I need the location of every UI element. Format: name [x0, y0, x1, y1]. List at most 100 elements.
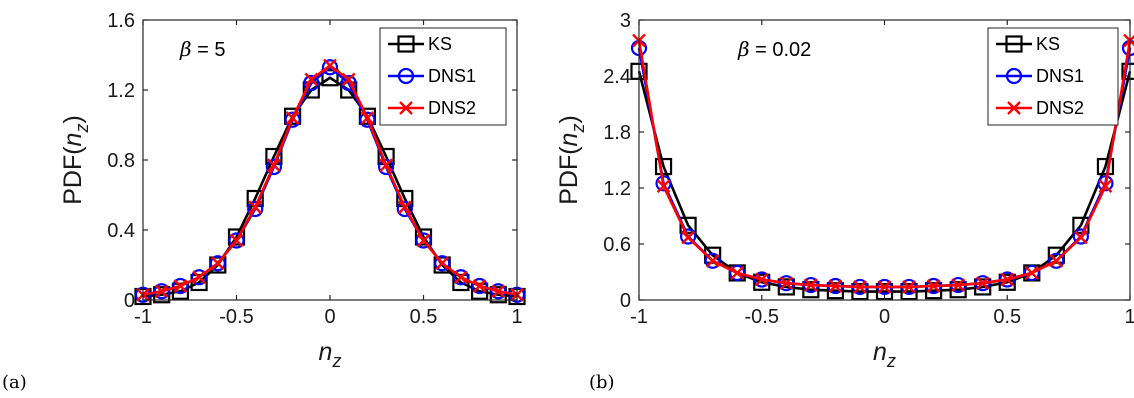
data-point-dns2: [416, 233, 431, 248]
data-point-dns1: [655, 175, 672, 192]
data-point-dns2: [210, 256, 225, 271]
y-tick-label: 2.4: [603, 66, 631, 88]
data-point-dns1: [340, 74, 357, 92]
x-tick-label: -0.5: [745, 306, 779, 328]
data-point-dns2: [285, 111, 300, 125]
legend-marker-dns2: [1007, 101, 1021, 115]
data-point-dns1: [228, 232, 245, 249]
legend: KS DNS1 DNS2: [379, 27, 507, 126]
data-point-dns1: [729, 264, 746, 282]
data-point-dns2: [1074, 230, 1088, 245]
legend-marker-ks: [397, 35, 415, 53]
data-point-dns1: [191, 269, 208, 286]
data-point-ks: [489, 286, 507, 304]
data-point-dns2: [454, 270, 468, 285]
chart-panel-1: -1 -0.5 0 0.5 1 0 0.4 0.8 1.2 1.6 nz PDF(nz) β = 5 KS…: [2, 10, 526, 393]
data-point-ks: [227, 228, 246, 246]
legend: KS DNS1 DNS2: [987, 27, 1119, 126]
data-point-ks: [1072, 216, 1090, 234]
y-tick-label: 0: [620, 290, 631, 312]
beta-annotation: β = 5: [179, 37, 225, 61]
data-point-ks: [777, 278, 795, 296]
beta-annotation: β = 0.02: [737, 37, 811, 61]
data-point-dns1: [359, 111, 376, 128]
data-point-dns2: [154, 284, 169, 299]
data-point-ks: [452, 273, 470, 292]
data-point-ks: [358, 107, 376, 125]
data-point-ks: [924, 282, 943, 300]
data-point-dns2: [397, 200, 412, 215]
y-axis-label: PDF(nz): [555, 115, 588, 205]
data-point-dns2: [656, 179, 671, 193]
data-point-dns2: [360, 111, 375, 125]
y-axis-label: PDF(nz): [59, 115, 92, 205]
data-point-dns2: [779, 276, 794, 291]
x-tick-label: 0: [879, 306, 890, 328]
data-point-dns2: [267, 158, 281, 173]
data-point-ks: [471, 282, 489, 300]
legend-label-ks: KS: [428, 34, 452, 54]
data-point-dns2: [975, 276, 990, 291]
data-point-dns2: [754, 272, 769, 287]
data-point-dns2: [192, 270, 206, 285]
data-point-ks: [654, 157, 673, 176]
data-point-ks: [949, 281, 967, 299]
data-point-ks: [284, 107, 302, 125]
data-point-dns1: [704, 252, 721, 269]
legend-marker-ks: [1005, 35, 1023, 53]
y-tick-label: 0.8: [107, 150, 135, 172]
data-point-ks: [974, 278, 992, 296]
x-tick-label: 0: [324, 306, 335, 328]
data-point-ks: [900, 283, 918, 301]
y-tick-label: 1.8: [603, 122, 631, 144]
legend-label-ks: KS: [1036, 34, 1060, 54]
data-point-dns2: [229, 233, 244, 248]
data-point-dns2: [173, 279, 188, 293]
x-tick-label: -0.5: [219, 306, 253, 328]
data-point-dns2: [681, 230, 695, 245]
data-point-dns1: [471, 277, 488, 295]
data-point-dns1: [1097, 175, 1114, 192]
data-point-dns1: [1048, 252, 1065, 269]
panel-label: (b): [589, 372, 615, 393]
data-point-dns1: [284, 111, 301, 128]
data-point-dns2: [435, 256, 450, 271]
y-tick-label: 0.4: [107, 220, 135, 242]
data-point-ks: [321, 69, 339, 87]
x-axis-label: nz: [873, 338, 896, 371]
legend-label-dns1: DNS1: [1036, 66, 1084, 86]
data-point-dns1: [378, 158, 395, 176]
legend-label-dns2: DNS2: [1036, 98, 1084, 118]
data-point-dns1: [679, 228, 697, 245]
y-tick-label: 0.6: [603, 234, 631, 256]
legend-marker-dns1: [1005, 67, 1023, 85]
data-point-dns2: [853, 280, 867, 294]
data-point-dns2: [304, 72, 319, 87]
x-tick-label: 1: [1124, 306, 1134, 328]
data-point-dns1: [434, 255, 451, 272]
data-point-dns1: [1072, 228, 1090, 245]
data-point-ks: [190, 273, 208, 292]
data-point-dns1: [415, 232, 432, 249]
data-point-dns1: [265, 158, 282, 176]
data-point-ks: [851, 283, 869, 301]
data-point-dns2: [248, 200, 263, 215]
data-point-dns2: [379, 158, 393, 173]
data-point-dns2: [1049, 253, 1064, 268]
panel-label: (a): [2, 372, 27, 393]
data-point-dns2: [951, 278, 965, 292]
data-point-dns1: [396, 200, 413, 218]
data-point-dns2: [705, 253, 720, 268]
chart-panel-2: -1 -0.5 0 0.5 1 0 0.6 1.2 1.8 2.4 3 nz PDF(nz) β = 0.…: [555, 10, 1134, 393]
data-point-dns2: [491, 284, 506, 299]
x-axis-label: nz: [319, 338, 342, 371]
data-point-dns2: [341, 72, 356, 87]
data-point-dns1: [303, 74, 320, 92]
data-point-dns1: [209, 255, 226, 272]
data-point-ks: [802, 281, 820, 299]
data-point-dns2: [877, 280, 892, 294]
legend-label-dns2: DNS2: [428, 98, 476, 118]
data-point-ks: [414, 228, 433, 246]
legend-marker-dns1: [397, 67, 415, 85]
